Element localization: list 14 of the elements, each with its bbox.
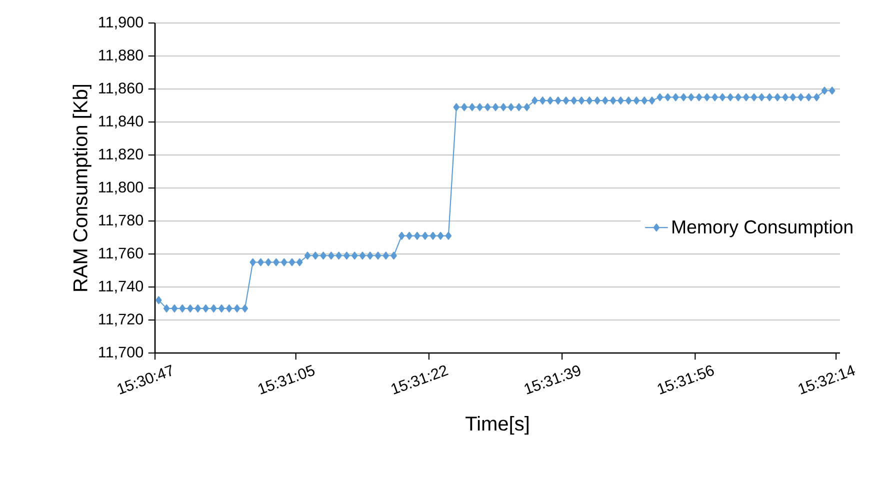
y-tick-label: 11,880	[99, 50, 144, 62]
y-tick-label: 11,700	[99, 346, 144, 360]
y-tick-label: 11,720	[99, 314, 144, 326]
y-tick-label: 11,800	[99, 182, 144, 194]
legend-label: Memory Consumption	[672, 220, 852, 238]
y-tick-label: 11,780	[99, 214, 144, 228]
y-tick-label: 11,740	[99, 280, 144, 294]
y-axis-title: RAM Consumption [Kb]	[72, 84, 92, 291]
y-tick-label: 11,840	[99, 116, 144, 128]
y-tick-label: 11,820	[99, 148, 144, 162]
y-tick-label: 11,760	[99, 248, 144, 260]
y-tick-label: 11,900	[99, 16, 144, 30]
x-axis-title: Time[s]	[466, 416, 528, 435]
y-tick-label: 11,860	[99, 82, 144, 96]
